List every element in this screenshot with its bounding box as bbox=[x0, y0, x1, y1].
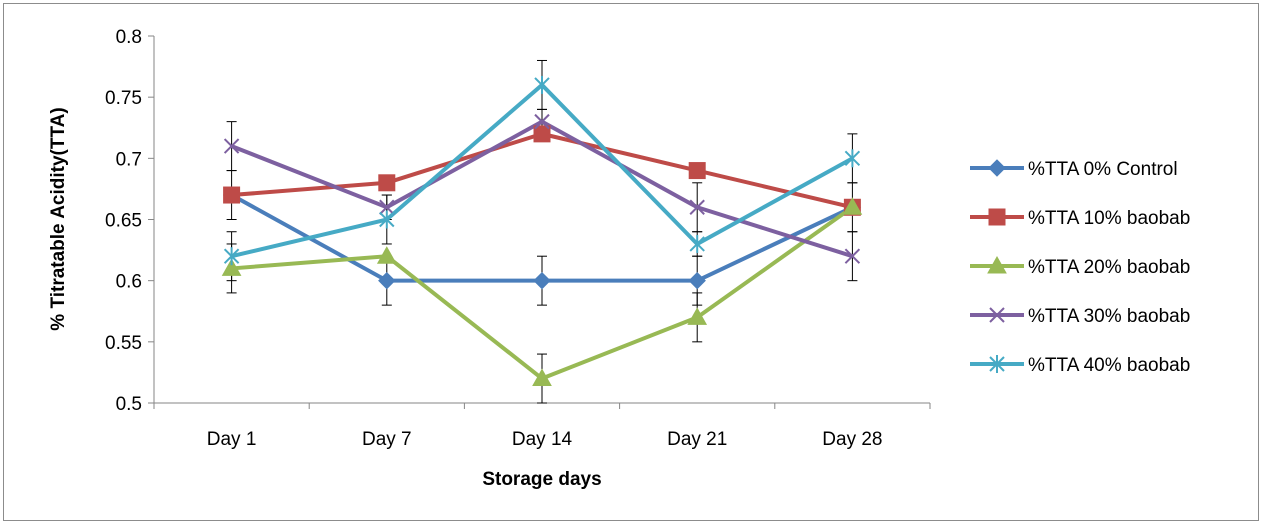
data-point bbox=[688, 162, 706, 180]
y-tick-label: 0.8 bbox=[116, 27, 142, 48]
legend-item: %TTA 40% baobab bbox=[970, 355, 1190, 376]
x-marker-stroke bbox=[844, 248, 861, 264]
data-point bbox=[223, 247, 240, 266]
x-marker-stroke bbox=[689, 199, 705, 215]
data-point bbox=[379, 210, 395, 229]
y-tick-label: 0.55 bbox=[105, 333, 142, 354]
x-marker-stroke bbox=[534, 113, 550, 130]
x-tick-label: Day 28 bbox=[822, 429, 882, 450]
data-point bbox=[534, 113, 550, 130]
error-bars bbox=[226, 59, 858, 404]
data-point bbox=[379, 199, 395, 215]
legend-label: %TTA 20% baobab bbox=[1028, 257, 1190, 278]
legend: %TTA 0% Control %TTA 10% baobab %TTA 20% b… bbox=[970, 159, 1190, 376]
legend-item: %TTA 20% baobab bbox=[970, 255, 1190, 278]
data-point bbox=[221, 258, 242, 276]
x-tick-label: Day 7 bbox=[362, 429, 412, 450]
data-point bbox=[532, 368, 552, 387]
y-tick-label: 0.5 bbox=[116, 394, 142, 415]
data-point bbox=[844, 149, 861, 168]
data-point bbox=[688, 271, 706, 290]
legend-item: %TTA 10% baobab bbox=[970, 208, 1190, 229]
y-tick-label: 0.6 bbox=[116, 272, 142, 293]
data-point bbox=[534, 75, 550, 94]
legend-label: %TTA 0% Control bbox=[1028, 159, 1178, 180]
series-markers bbox=[221, 75, 863, 387]
data-point bbox=[689, 199, 705, 215]
legend-label: %TTA 30% baobab bbox=[1028, 306, 1190, 327]
legend-marker bbox=[988, 208, 1006, 226]
data-point bbox=[533, 271, 551, 290]
legend-label: %TTA 40% baobab bbox=[1028, 355, 1190, 376]
data-point bbox=[689, 234, 705, 253]
data-point bbox=[223, 186, 241, 204]
chart-frame bbox=[3, 3, 1259, 521]
data-point bbox=[842, 197, 863, 215]
x-axis-title: Storage days bbox=[482, 469, 601, 490]
axes: 0.5 0.55 0.6 0.65 0.7 0.75 0.8 Day 1 Day 7 Day 14… bbox=[105, 27, 931, 450]
data-point bbox=[687, 307, 708, 325]
data-point bbox=[223, 138, 240, 154]
x-marker-stroke bbox=[223, 138, 240, 154]
x-marker-stroke bbox=[379, 199, 395, 215]
legend-marker bbox=[987, 255, 1007, 274]
y-tick-label: 0.65 bbox=[105, 211, 142, 232]
legend-marker bbox=[989, 355, 1005, 373]
legend-marker bbox=[988, 159, 1006, 177]
data-point bbox=[376, 246, 397, 264]
data-point bbox=[378, 271, 396, 290]
data-point bbox=[533, 125, 551, 143]
data-point bbox=[378, 174, 396, 192]
legend-marker bbox=[989, 307, 1005, 323]
x-tick-label: Day 21 bbox=[667, 429, 727, 450]
legend-label: %TTA 10% baobab bbox=[1028, 208, 1190, 229]
series-line-1 bbox=[231, 131, 853, 210]
y-axis-title: % Titratable Acidity(TTA) bbox=[48, 107, 69, 330]
x-tick-label: Day 1 bbox=[207, 429, 257, 450]
y-tick-label: 0.75 bbox=[105, 88, 142, 109]
legend-item: %TTA 30% baobab bbox=[970, 306, 1190, 327]
data-point bbox=[844, 248, 861, 264]
legend-item: %TTA 0% Control bbox=[970, 159, 1178, 180]
x-tick-label: Day 14 bbox=[512, 429, 573, 450]
y-tick-label: 0.7 bbox=[116, 149, 142, 170]
x-marker-stroke bbox=[989, 307, 1005, 323]
